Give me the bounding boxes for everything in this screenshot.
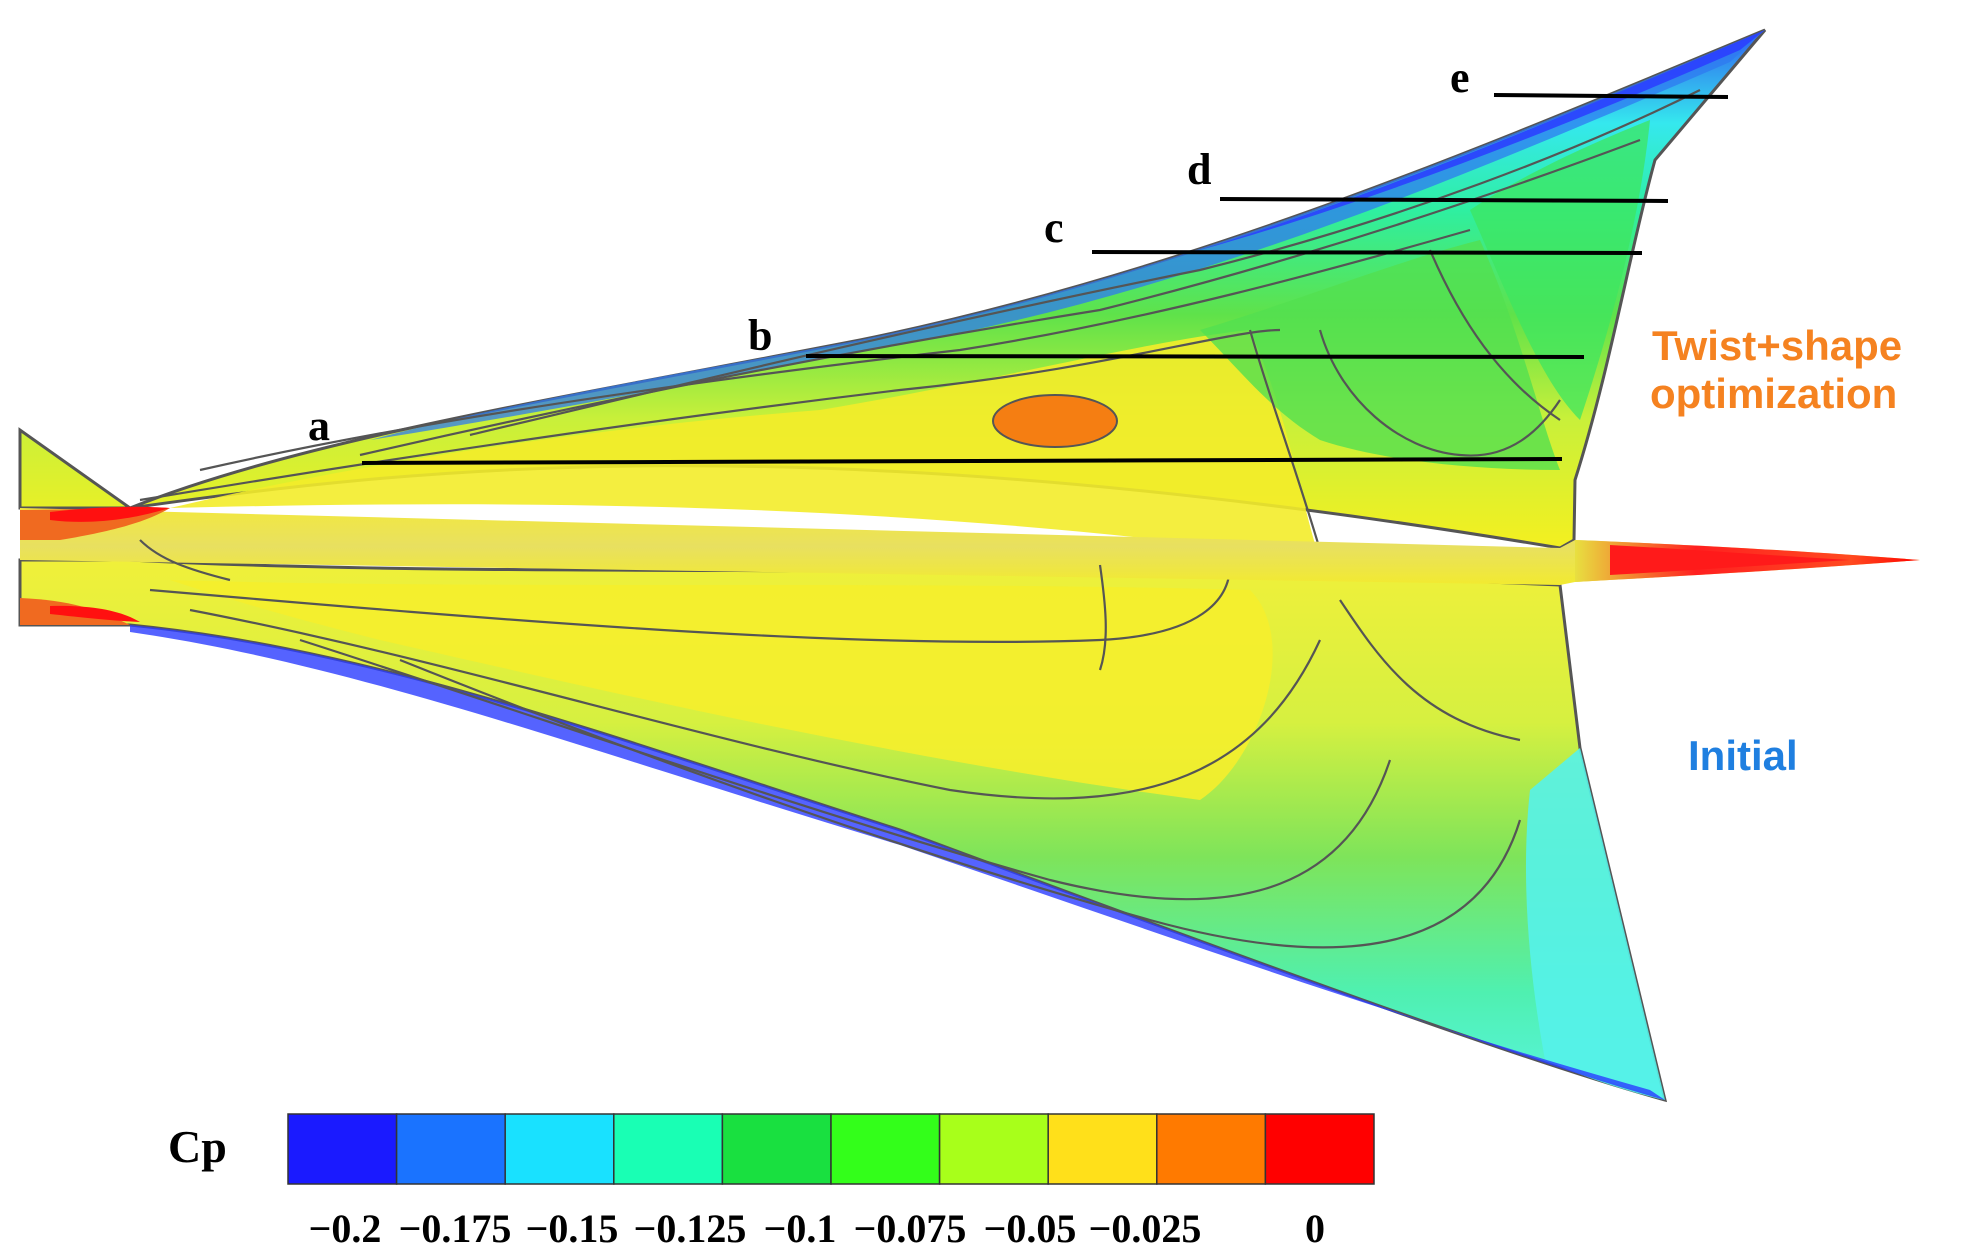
section-label-b: b [748,311,772,360]
section-line-d [1219,197,1669,203]
colorbar-swatch [830,1113,941,1185]
initial-label: Initial [1688,732,1798,779]
section-label-d: d [1187,145,1211,194]
upper-wing-optimized [18,28,1767,560]
tail-left-red [50,506,170,522]
section-line-e [1493,93,1729,99]
lower-wing-initial [18,558,1668,1103]
colorbar-tick-label: −0.025 [1089,1206,1202,1251]
colorbar-swatch [613,1113,724,1185]
upper-orange-spot [992,394,1118,448]
colorbar-tick-label: −0.05 [984,1206,1077,1251]
colorbar-title: Cp [168,1121,227,1172]
colorbar-ticks: −0.2 −0.175 −0.15 −0.125 −0.1 −0.075 −0.05 −0.0… [309,1206,1325,1251]
section-cuts: a b c d e [308,53,1729,465]
section-label-c: c [1044,203,1064,252]
colorbar-tick-label: −0.175 [399,1206,512,1251]
fuselage-body [20,508,1920,585]
lower-yellow-core [170,580,1273,800]
nose-tip-inner [1610,545,1850,575]
tail-left-red-lower [50,605,140,622]
lower-cyan-zone [1525,748,1665,1100]
optimized-label-line1: Twist+shape [1652,322,1902,369]
colorbar-swatch [395,1113,506,1185]
colorbar-tick-label: −0.075 [854,1206,967,1251]
colorbar-swatch [504,1113,615,1185]
colorbar-swatch [721,1113,832,1185]
colorbar-tick-label: −0.2 [309,1206,382,1251]
colorbar: Cp −0.2 −0.175 −0.15 −0.125 −0.1 −0.075 −0.05−… [168,1113,1375,1251]
section-label-e: e [1450,53,1470,102]
upper-green-zone-outer [1470,120,1650,420]
colorbar-swatch [1156,1113,1267,1185]
colorbar-tick-label: −0.15 [526,1206,619,1251]
colorbar-swatch [1264,1113,1375,1185]
upper-yellow-core [170,330,1320,560]
colorbar-tick-label: 0 [1305,1206,1325,1251]
colorbar-swatch [1047,1113,1158,1185]
fuselage [20,506,1920,671]
optimized-label-line2: optimization [1650,370,1897,417]
colorbar-tick-label: −0.1 [764,1206,837,1251]
section-line-c [1091,250,1643,255]
colorbar-swatch [287,1113,398,1185]
colorbar-swatches [287,1113,1375,1185]
section-line-b [805,354,1585,359]
section-line-a [361,457,1563,465]
colorbar-swatch [938,1113,1049,1185]
section-label-a: a [308,401,330,450]
colorbar-tick-label: −0.125 [634,1206,747,1251]
